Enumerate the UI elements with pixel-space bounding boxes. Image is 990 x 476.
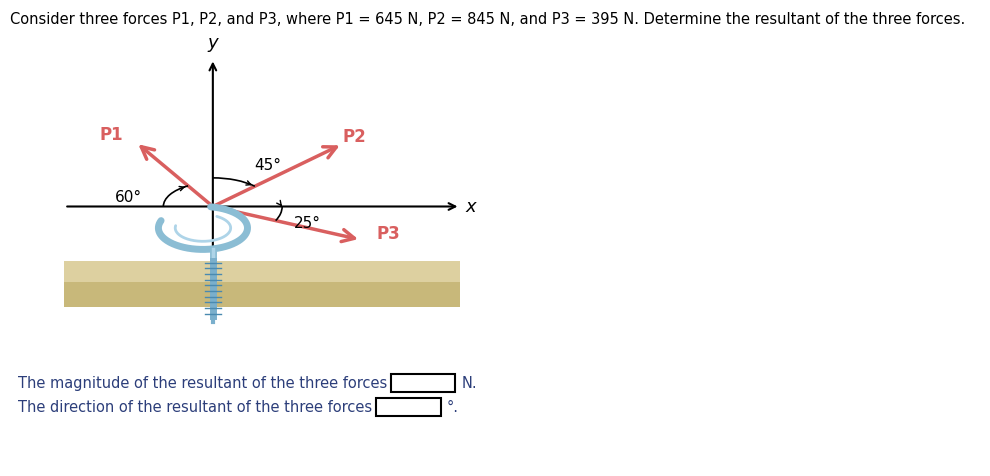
Bar — [64, 262, 460, 282]
Text: P3: P3 — [377, 224, 401, 242]
Text: 60°: 60° — [115, 190, 143, 205]
Text: N.: N. — [461, 376, 477, 391]
Text: P1: P1 — [100, 126, 123, 144]
Bar — [391, 374, 455, 392]
Text: The direction of the resultant of the three forces is ∠: The direction of the resultant of the th… — [18, 399, 406, 415]
Text: The magnitude of the resultant of the three forces is: The magnitude of the resultant of the th… — [18, 376, 404, 391]
Bar — [376, 398, 441, 416]
Text: °.: °. — [446, 399, 458, 415]
Text: 25°: 25° — [293, 215, 321, 230]
Bar — [64, 282, 460, 307]
Text: y: y — [208, 34, 218, 52]
Text: P2: P2 — [343, 127, 366, 145]
Text: 45°: 45° — [253, 158, 281, 173]
Text: x: x — [465, 198, 476, 216]
Text: Consider three forces P1, P2, and P3, where P1 = 645 N, P2 = 845 N, and P3 = 395: Consider three forces P1, P2, and P3, wh… — [10, 12, 965, 27]
